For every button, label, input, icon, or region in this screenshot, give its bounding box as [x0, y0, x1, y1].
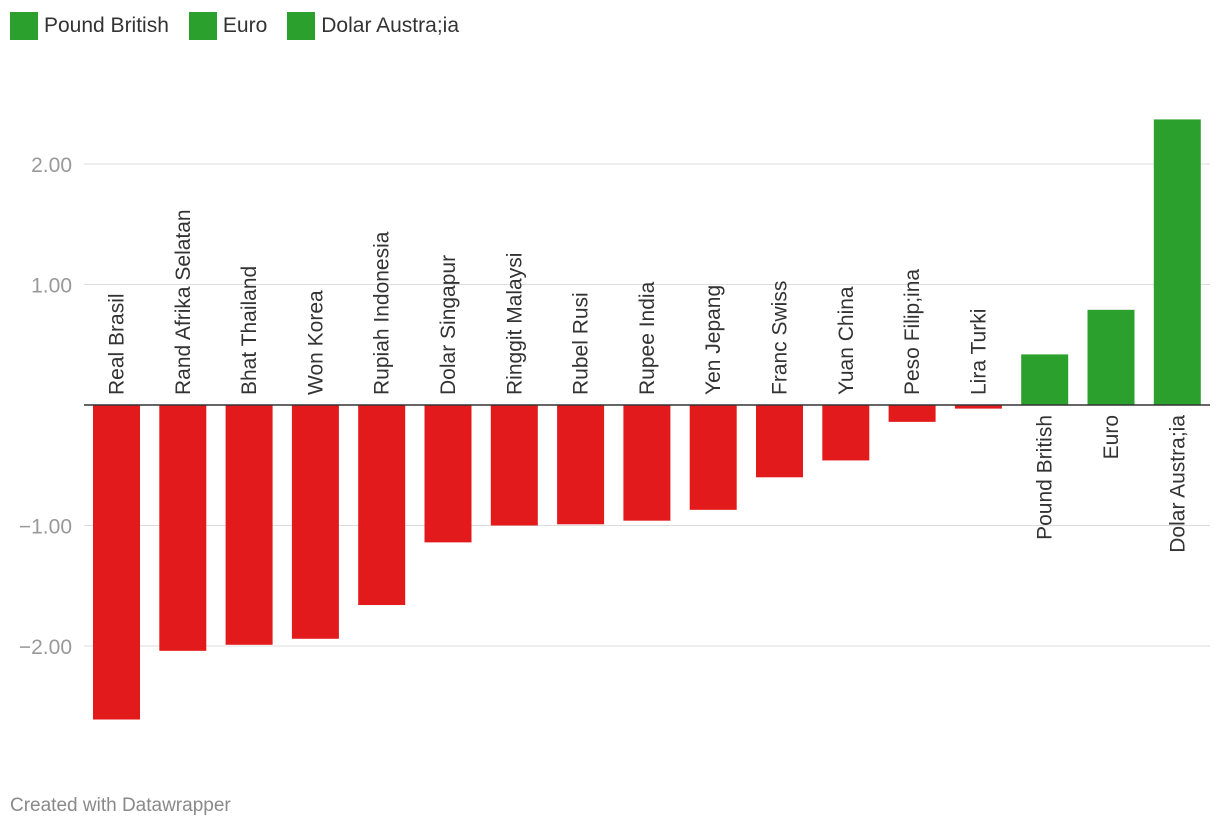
bar: [159, 405, 207, 651]
category-label: Peso Filip;ina: [901, 269, 924, 395]
bar: [1087, 309, 1135, 405]
category-label: Yen Jepang: [702, 285, 725, 395]
bar: [689, 405, 737, 510]
bar: [291, 405, 339, 639]
bar: [1153, 119, 1201, 405]
category-label: Won Korea: [304, 290, 327, 395]
y-tick-label: −2.00: [19, 636, 72, 659]
category-label: Dolar Austra;ia: [1166, 415, 1189, 553]
legend-swatch: [188, 12, 217, 40]
bar: [954, 405, 1002, 409]
y-tick-label: 2.00: [31, 154, 72, 177]
bar: [225, 405, 273, 645]
bar: [756, 405, 803, 478]
legend-swatch: [10, 12, 38, 40]
bar: [1021, 354, 1069, 405]
category-label: Rupee India: [636, 281, 659, 395]
legend-label: Dolar Austra;ia: [321, 14, 459, 37]
legend-label: Pound British: [44, 14, 169, 37]
bar: [557, 405, 605, 525]
y-tick-label: −1.00: [19, 516, 72, 539]
chart-legend: Pound British Euro Dolar Austra;ia: [10, 10, 479, 42]
y-tick-label: 1.00: [31, 275, 72, 298]
legend-item-dolar-australia: Dolar Austra;ia: [287, 12, 459, 40]
category-label: Franc Swiss: [769, 281, 792, 395]
category-label: Dolar Singapur: [437, 255, 460, 395]
category-label: Rupiah Indonesia: [371, 231, 394, 395]
category-label: Yuan China: [835, 286, 858, 395]
category-label: Real Brasil: [106, 293, 129, 395]
bar: [822, 405, 870, 461]
bar: [358, 405, 406, 606]
bar: [424, 405, 472, 543]
bar: [888, 405, 936, 422]
bar: [93, 405, 140, 720]
category-label: Pound British: [1034, 415, 1057, 540]
legend-item-pound-british: Pound British: [10, 12, 169, 40]
category-label: Rand Afrika Selatan: [172, 209, 195, 395]
category-label: Bhat Thailand: [238, 266, 261, 395]
credit-footer: Created with Datawrapper: [10, 795, 231, 816]
legend-swatch: [287, 12, 316, 40]
bar: [490, 405, 538, 526]
category-label: Ringgit Malaysi: [503, 253, 526, 395]
category-label: Euro: [1100, 415, 1123, 459]
legend-item-euro: Euro: [188, 12, 268, 40]
legend-label: Euro: [222, 14, 268, 37]
category-label: Rubel Rusi: [570, 292, 593, 395]
category-label: Lira Turki: [967, 309, 990, 395]
bar: [623, 405, 671, 521]
